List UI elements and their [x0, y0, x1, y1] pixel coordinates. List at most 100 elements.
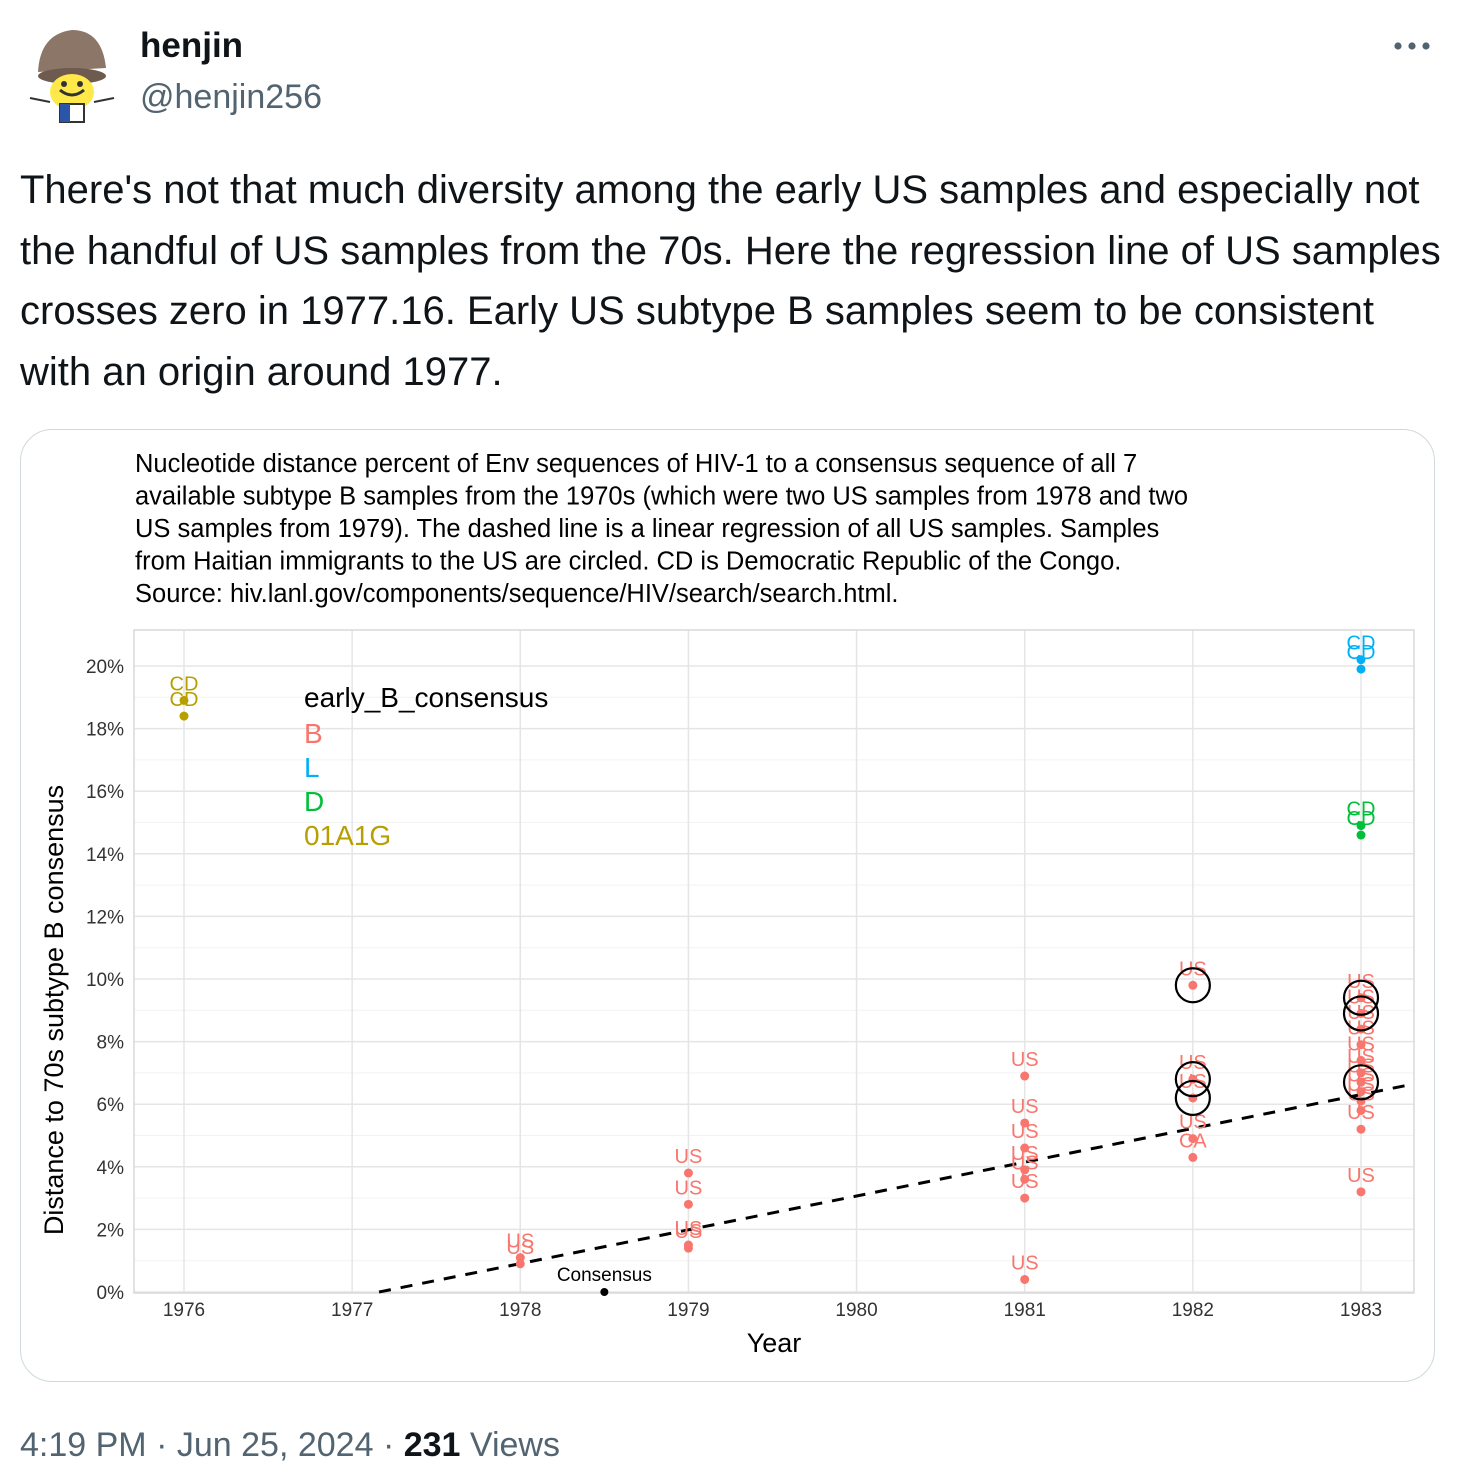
- data-point: [1188, 1134, 1198, 1144]
- point-label: US: [1011, 1143, 1039, 1165]
- tweet-media-chart[interactable]: Nucleotide distance percent of Env seque…: [20, 429, 1435, 1382]
- y-tick-label: 8%: [97, 1033, 125, 1054]
- point-label: CD: [1347, 808, 1376, 830]
- y-tick-label: 16%: [86, 782, 124, 803]
- y-tick-label: 12%: [86, 907, 124, 928]
- point-label: US: [1347, 1033, 1375, 1055]
- point-label: US: [675, 1221, 703, 1243]
- x-tick-label: 1980: [835, 1300, 877, 1321]
- point-label: CD: [170, 673, 199, 695]
- data-point: [1020, 1174, 1030, 1184]
- data-point: [683, 1243, 693, 1253]
- legend-entry-01A1G: 01A1G: [304, 820, 391, 851]
- point-label: CD: [170, 689, 199, 711]
- point-label: CD: [1347, 799, 1376, 821]
- data-point: [1020, 1274, 1030, 1284]
- data-point: [1356, 1055, 1366, 1065]
- data-point: [1188, 1152, 1198, 1162]
- x-tick-label: 1978: [499, 1300, 541, 1321]
- caption-line: Source: hiv.lanl.gov/components/sequence…: [135, 580, 899, 608]
- point-label: US: [1347, 1083, 1375, 1105]
- caption-line: US samples from 1979). The dashed line i…: [135, 515, 1159, 543]
- data-point: [515, 1253, 525, 1263]
- data-point: [1356, 1124, 1366, 1134]
- haitian-circle: [1174, 1079, 1211, 1117]
- data-point: [683, 1199, 693, 1209]
- haitian-circle: [1342, 1064, 1380, 1101]
- tweet-time[interactable]: 4:19 PM: [20, 1426, 147, 1464]
- tweet-date[interactable]: Jun 25, 2024: [176, 1426, 374, 1464]
- data-point: [1020, 1118, 1030, 1128]
- data-point: [1356, 1087, 1366, 1097]
- y-tick-label: 20%: [86, 657, 124, 678]
- haitian-circles: [1174, 967, 1380, 1117]
- point-label: US: [1347, 1002, 1375, 1024]
- y-tick-label: 4%: [97, 1158, 125, 1179]
- data-point: [1356, 1077, 1366, 1087]
- y-tick-label: 14%: [86, 845, 124, 866]
- x-tick-labels: 1976 1977 1978 1979 1980 1981 1982 1983: [163, 1300, 1382, 1321]
- y-tick-label: 10%: [86, 970, 124, 991]
- data-point: [1356, 655, 1366, 665]
- y-axis-title: Distance to 70s subtype B consensus: [39, 785, 69, 1235]
- point-label: US: [1347, 1018, 1375, 1040]
- chart-caption: Nucleotide distance percent of Env seque…: [135, 450, 1188, 608]
- author-handle[interactable]: @henjin256: [140, 78, 322, 116]
- caption-line: available subtype B samples from the 197…: [135, 483, 1188, 511]
- y-tick-label: 2%: [97, 1220, 125, 1241]
- x-tick-label: 1982: [1172, 1300, 1214, 1321]
- point-label: US: [1347, 1165, 1375, 1187]
- data-point: [683, 1168, 693, 1178]
- author-name[interactable]: henjin: [140, 26, 244, 65]
- point-label: US: [675, 1218, 703, 1240]
- plot-panel: [133, 629, 1415, 1294]
- views-count[interactable]: 231: [403, 1426, 461, 1464]
- data-point: [515, 1259, 525, 1269]
- point-label: US: [506, 1231, 534, 1253]
- point-label: US: [675, 1177, 703, 1199]
- haitian-circle: [1342, 979, 1380, 1016]
- point-label: US: [1011, 1096, 1039, 1118]
- data-point: [1188, 980, 1198, 990]
- data-point: [179, 695, 189, 705]
- separator: ·: [156, 1426, 168, 1464]
- point-label: US: [1347, 1065, 1375, 1087]
- point-label: US: [1347, 1046, 1375, 1068]
- point-label: US: [506, 1237, 534, 1259]
- x-tick-label: 1979: [667, 1300, 709, 1321]
- haitian-circle: [1342, 995, 1380, 1032]
- data-point: [1356, 1105, 1366, 1115]
- haitian-circle: [1174, 1061, 1211, 1098]
- data-point: [1356, 830, 1366, 840]
- data-points: CDCDCDCDCDCDUSUSUSUSUSUSUSUSUSUSUSUSUSUS…: [170, 633, 1376, 1284]
- data-point: [1356, 1040, 1366, 1050]
- y-tick-label: 6%: [97, 1095, 125, 1116]
- y-tick-label: 0%: [97, 1283, 125, 1304]
- haitian-circle: [1174, 967, 1211, 1004]
- scatter-chart: Nucleotide distance percent of Env seque…: [39, 450, 1415, 1358]
- point-label: US: [1011, 1152, 1039, 1174]
- caption-line: from Haitian immigrants to the US are ci…: [135, 548, 1121, 576]
- point-label: US: [1179, 1112, 1207, 1134]
- point-label: US: [1347, 1102, 1375, 1124]
- caption-line: Nucleotide distance percent of Env seque…: [135, 450, 1137, 478]
- x-tick-label: 1976: [163, 1300, 205, 1321]
- data-point: [1020, 1165, 1030, 1175]
- data-point: [1356, 664, 1366, 674]
- avatar[interactable]: [20, 20, 124, 124]
- data-point: [1356, 821, 1366, 831]
- point-label: US: [1011, 1121, 1039, 1143]
- consensus-point: Consensus: [557, 1265, 652, 1296]
- legend-entry-L: L: [304, 752, 320, 783]
- x-axis-title: Year: [747, 1328, 802, 1358]
- consensus-label: Consensus: [557, 1265, 652, 1286]
- x-tick-label: 1983: [1340, 1300, 1382, 1321]
- views-label: Views: [469, 1426, 560, 1464]
- point-label: CA: [1179, 1130, 1207, 1152]
- consensus-dot: [600, 1288, 609, 1296]
- more-horizontal-icon[interactable]: [1392, 26, 1432, 66]
- tweet-footer: 4:19 PM · Jun 25, 2024 · 231 Views: [20, 1426, 560, 1465]
- chart-gridlines: [134, 630, 1414, 1293]
- data-point: [179, 711, 189, 721]
